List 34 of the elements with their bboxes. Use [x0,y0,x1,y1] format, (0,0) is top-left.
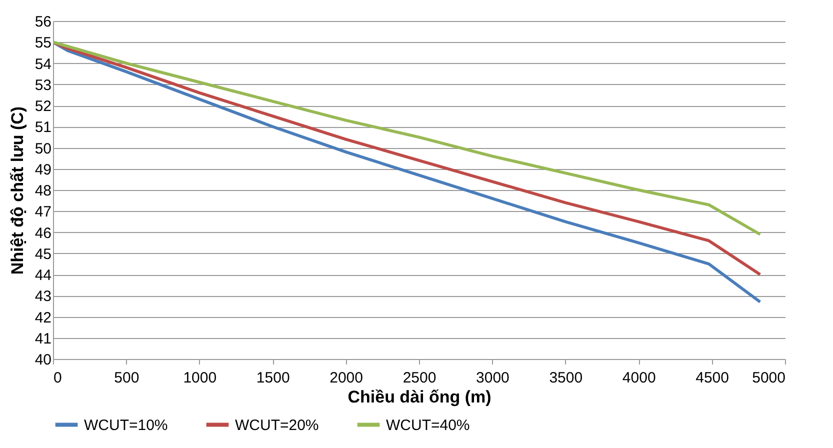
legend-label: WCUT=40% [386,416,470,434]
x-tick-label: 5000 [752,370,786,386]
y-tick-label: 50 [34,140,52,158]
y-tick-label: 45 [34,246,52,263]
line-series [53,40,762,236]
y-tick-label: 54 [34,56,52,73]
y-tick-label: 46 [34,224,52,242]
y-tick-label: 48 [34,182,52,200]
y-tick-label: 52 [34,98,52,115]
legend-label: WCUT=10% [84,416,168,434]
y-tick-label: 49 [34,161,52,178]
x-tick-label: 3000 [476,370,510,386]
y-tick-label: 56 [34,14,52,30]
x-tick-label: 2000 [330,370,363,386]
legend-label: WCUT=20% [235,416,319,434]
x-tick-label: 1000 [183,370,217,386]
x-tick-label: 0 [54,370,62,386]
x-tick-label: 1500 [256,370,290,386]
y-tick-label: 43 [34,288,52,306]
x-tick-label: 3500 [549,370,583,386]
y-axis-title: Nhiệt độ chất lưu (C) [8,106,27,275]
y-tick-label: 44 [34,267,52,284]
x-tick-label: 500 [114,370,140,386]
x-tick-label: 2500 [402,370,436,386]
y-tick-label: 42 [34,309,52,326]
x-tick-label: 4000 [622,370,656,386]
y-tick-label: 51 [34,119,52,136]
y-tick-label: 40 [34,352,52,368]
y-tick-label: 47 [34,204,52,221]
y-tick-label: 55 [34,34,52,52]
y-tick-label: 41 [34,330,52,348]
x-tick-label: 4500 [696,370,729,386]
y-tick-label: 53 [34,76,52,94]
x-axis-title: Chiều dài ống (m) [348,388,492,406]
